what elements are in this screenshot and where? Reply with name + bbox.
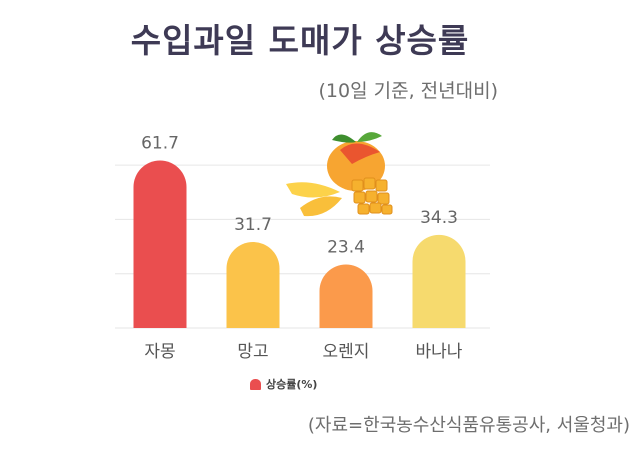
category-label: 바나나: [416, 342, 463, 362]
bar: [133, 160, 187, 328]
chart-title: 수입과일 도매가 상승률: [130, 21, 470, 60]
legend: 상승률(%): [250, 376, 317, 392]
value-label: 61.7: [141, 134, 179, 154]
chart-subtitle: (10일 기준, 전년대비): [318, 80, 498, 102]
mango-illustration: [286, 132, 393, 217]
category-label: 망고: [237, 342, 268, 362]
category-label: 자몽: [144, 342, 175, 362]
bars: [133, 160, 466, 328]
category-labels: 자몽 망고 오렌지 바나나: [144, 342, 462, 362]
value-label: 23.4: [327, 237, 365, 257]
bar: [319, 264, 373, 328]
value-label: 34.3: [420, 208, 458, 228]
bar: [226, 241, 280, 328]
source-note: (자료=한국농수산식품유통공사, 서울청과): [307, 415, 630, 436]
legend-swatch: [250, 378, 261, 390]
value-label: 31.7: [234, 215, 272, 235]
bar: [412, 234, 466, 328]
category-label: 오렌지: [323, 342, 370, 362]
value-labels: 61.7 31.7 23.4 34.3: [141, 134, 458, 258]
legend-label: 상승률(%): [266, 378, 318, 391]
